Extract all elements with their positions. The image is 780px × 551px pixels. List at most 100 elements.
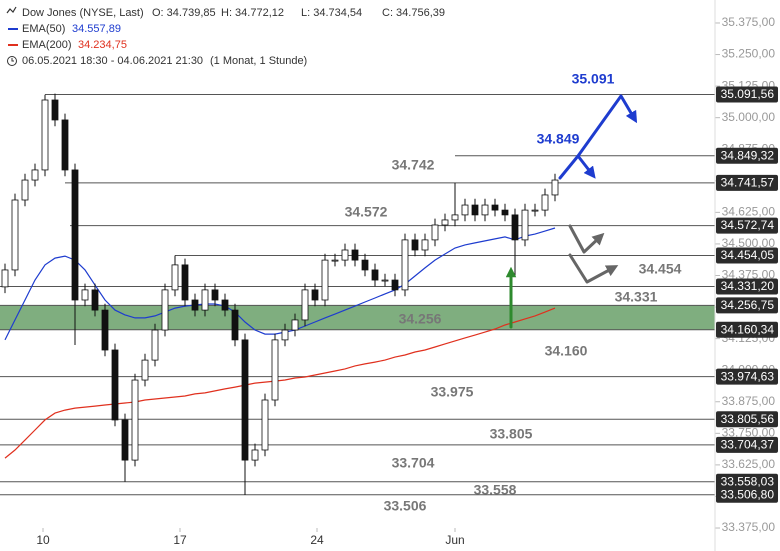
candle-body	[271, 339, 279, 401]
candle-body	[551, 179, 559, 196]
level-label: 33.974,63	[721, 369, 775, 383]
level-label: 34.331,20	[721, 279, 775, 293]
candle-body	[321, 259, 329, 301]
candle-body	[311, 289, 319, 301]
candle-body	[451, 214, 459, 221]
candle-body	[241, 339, 249, 461]
header-bg	[0, 0, 420, 70]
candle-body	[51, 99, 59, 121]
clock-hands	[11, 58, 14, 62]
candle-body	[481, 204, 489, 216]
clock-icon	[7, 56, 17, 66]
y-tick-label: 34.375,00	[722, 268, 776, 282]
ema-line	[4, 307, 556, 459]
candle-body	[171, 264, 179, 291]
candle-body	[71, 169, 79, 301]
y-tick-label: 35.375,00	[722, 15, 776, 29]
level-box	[716, 297, 778, 314]
level-label: 34.256,75	[721, 298, 775, 312]
x-tick-label: 10	[36, 533, 50, 547]
level-annotation: 34.160	[545, 343, 588, 359]
gray-arrow	[568, 253, 619, 284]
candle-body	[261, 399, 269, 451]
level-label: 34.572,74	[721, 218, 775, 232]
level-annotation: 34.849	[537, 131, 580, 147]
legend-value: 34.557,89	[72, 23, 121, 35]
y-tick-label: 35.250,00	[722, 47, 776, 61]
candle-body	[121, 419, 129, 461]
ema-line	[4, 227, 556, 341]
level-label: 33.506,80	[721, 487, 775, 501]
candle-body	[211, 289, 219, 301]
level-box	[716, 147, 778, 164]
y-tick-label: 33.875,00	[722, 394, 776, 408]
blue-arrow	[558, 154, 596, 180]
level-label: 34.849,32	[721, 148, 775, 162]
blue-arrow	[576, 94, 638, 158]
candle-body	[501, 209, 509, 216]
chart-icon	[6, 6, 17, 14]
level-annotation: 33.805	[490, 426, 533, 442]
candle-body	[61, 119, 69, 171]
candle-body	[491, 204, 499, 211]
candle-body	[411, 239, 419, 251]
candle-body	[291, 319, 299, 331]
level-box	[716, 321, 778, 338]
candle-body	[191, 299, 199, 311]
y-tick-label: 33.625,00	[722, 457, 776, 471]
candle-body	[161, 289, 169, 331]
level-label: 33.704,37	[721, 438, 775, 452]
candle-body	[281, 329, 289, 341]
level-label: 35.091,56	[721, 87, 775, 101]
candle-body	[181, 264, 189, 301]
level-annotation: 33.975	[431, 384, 474, 400]
level-box	[716, 486, 778, 503]
y-tick-label: 33.375,00	[722, 520, 776, 534]
candle-body	[511, 214, 519, 241]
level-annotation: 34.742	[392, 157, 435, 173]
candle-body	[11, 199, 19, 271]
y-tick-label: 34.500,00	[722, 236, 776, 250]
level-annotation: 34.331	[615, 289, 658, 305]
level-label: 33.805,56	[721, 412, 775, 426]
level-annotation: 34.572	[345, 204, 388, 220]
support-zone	[0, 305, 715, 330]
level-box	[716, 368, 778, 385]
legend-value: 34.234,75	[78, 39, 127, 51]
y-tick-label: 35.000,00	[722, 110, 776, 124]
ohlc-low: L: 34.734,54	[301, 7, 362, 19]
x-tick-label: 17	[173, 533, 187, 547]
candle-body	[231, 309, 239, 341]
candle-body	[331, 259, 339, 262]
x-tick-label: Jun	[445, 533, 464, 547]
ohlc-close: C: 34.756,39	[382, 7, 445, 19]
candle-body	[441, 219, 449, 226]
candle-body	[41, 99, 49, 171]
y-tick-label: 33.750,00	[722, 425, 776, 439]
level-annotation: 34.256	[399, 311, 442, 327]
candle-body	[371, 269, 379, 281]
level-label: 34.160,34	[721, 322, 775, 336]
candle-body	[431, 224, 439, 241]
candle-body	[341, 249, 349, 261]
level-label: 33.558,03	[721, 474, 775, 488]
candle-body	[31, 169, 39, 181]
candle-body	[81, 289, 89, 301]
candle-body	[401, 239, 409, 291]
level-box	[716, 411, 778, 428]
chart-title: Dow Jones (NYSE, Last)	[22, 7, 144, 19]
plot-layer: 35.091,56 34.849,32 34.741,57 34.572,74 34.4…	[1, 71, 778, 514]
level-annotation: 33.506	[384, 498, 427, 514]
candle-body	[21, 179, 29, 201]
y-tick-label: 34.625,00	[722, 205, 776, 219]
candle-body	[301, 289, 309, 321]
ohlc-open: O: 34.739,85	[152, 7, 216, 19]
candle-body	[461, 204, 469, 216]
candle-body	[391, 279, 399, 291]
level-box	[716, 436, 778, 453]
level-annotation: 33.558	[474, 482, 517, 498]
ohlc-high: H: 34.772,12	[221, 7, 284, 19]
candle-body	[1, 269, 9, 288]
level-box	[716, 86, 778, 103]
